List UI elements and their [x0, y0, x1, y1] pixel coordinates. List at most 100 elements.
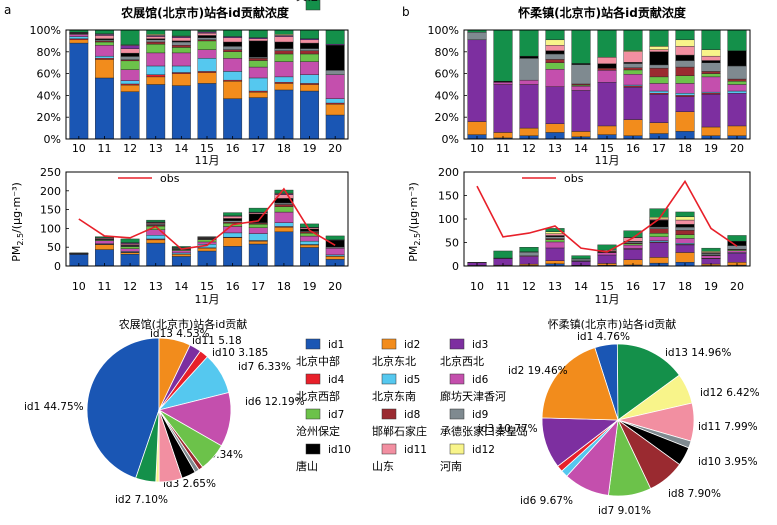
b_pie-label-id12: id12 6.42%	[700, 387, 760, 399]
a_mid-bar-id8	[274, 204, 294, 207]
a_top-bar-id11	[146, 36, 166, 39]
a_top-bar-id11	[248, 38, 268, 42]
a_top-bar-id10	[300, 42, 319, 49]
b_top-xtick-label: 12	[522, 142, 536, 155]
legend-region-id4: 北京西部	[296, 389, 340, 403]
b_top-bar-id2	[701, 126, 721, 136]
b_mid-bar-id8	[675, 230, 695, 235]
a_top-bar-id9	[300, 48, 319, 51]
b_mid-bar-id3	[649, 242, 669, 258]
b_top-bar-id12	[701, 49, 721, 57]
b_top-bar-id6	[493, 82, 513, 85]
b_mid-xtick-label: 13	[548, 280, 562, 293]
legend-code-id11: id11	[404, 444, 427, 456]
a_mid-bar-id13	[223, 212, 243, 217]
a_top-xtick-label: 13	[149, 142, 163, 155]
b_mid-bar-id9	[519, 251, 539, 257]
a_top-ytick-label: 20%	[37, 111, 61, 124]
a_mid-bar-id2	[248, 240, 268, 245]
a_mid-bar-id7	[248, 224, 268, 228]
b_top-bar-id8	[675, 66, 695, 76]
a_top-bar-id1	[146, 84, 166, 140]
a_mid-bar-id5	[248, 233, 268, 241]
b_top-bar-id9	[649, 64, 669, 69]
a_mid-bar-id2	[171, 254, 191, 257]
a_top-ytick-label: 80%	[37, 46, 61, 59]
a_mid-bar-id6	[95, 240, 114, 244]
b_top-xtick-label: 15	[600, 142, 614, 155]
a_pie-label-id10: id10 3.185	[212, 347, 268, 359]
legend-swatch-id2	[381, 338, 397, 350]
b_top-bar-id9	[623, 63, 643, 68]
a_top-bar-id7	[197, 40, 217, 50]
a_mid-bar-id2	[325, 256, 345, 260]
b_top-bar-id9	[675, 60, 695, 68]
b_mid-bar-id3	[675, 244, 695, 253]
a_top-ytick-label: 100%	[30, 24, 61, 37]
a_top-bar-id8	[248, 58, 268, 61]
a_top-xtick-label: 11	[97, 142, 111, 155]
b_top-xtick-label: 20	[730, 142, 744, 155]
b_pie-label-id8: id8 7.90%	[668, 488, 721, 500]
legend-code-id2: id2	[404, 339, 420, 351]
b_top-bar-id13	[623, 29, 643, 51]
a_mid-bar-id9	[274, 202, 294, 205]
b_top-bar-id2	[519, 127, 539, 136]
legend-region-id5: 北京东南	[372, 389, 416, 403]
b_mid-bar-id9	[649, 226, 669, 229]
b_mid-bar-id7	[675, 234, 695, 239]
b_mid-xtick-label: 14	[574, 280, 588, 293]
b_top-bar-id12	[675, 39, 695, 47]
chart-b-top: 怀柔镇(北京市)站各id贡献浓度 10 11 12 13 14 15 16 17 18 19 20 11…	[428, 5, 751, 167]
b_pie-label-id10: id10 3.95%	[698, 456, 758, 468]
a_top-bar-id1	[95, 77, 114, 140]
a_top-bar-id6	[274, 61, 294, 78]
legend-code-id13: id13	[328, 0, 351, 3]
b_top-bar-id13	[571, 29, 591, 64]
b_top-bar-id7	[623, 69, 643, 75]
legend-swatch-id11	[381, 443, 397, 455]
b_mid-xtick-label: 12	[522, 280, 536, 293]
b_mid-bar-id13	[701, 247, 721, 252]
a_mid-bar-id6	[274, 211, 294, 223]
b_top-bar-id7	[545, 62, 565, 70]
a_top-bar-id11	[197, 33, 217, 36]
a_mid-bar-id11	[223, 216, 243, 219]
a_mid-ytick-label: 0	[54, 260, 61, 273]
b_top-bar-id6	[519, 79, 539, 85]
b_pie-label-id2: id2 19.46%	[508, 365, 568, 377]
b_mid-bar-id3	[519, 256, 539, 265]
a_top-bar-id6	[171, 52, 191, 67]
a_top-bar-id2	[120, 84, 140, 92]
a_mid-bar-id13	[146, 219, 166, 223]
a_top-bar-id13	[95, 29, 114, 35]
a_pie-title: 农展馆(北京市)站各id贡献	[119, 317, 248, 331]
a_top-bar-id6	[197, 49, 217, 59]
a_pie-label-id2: id2 7.10%	[115, 494, 168, 506]
a_top-bar-id6	[120, 69, 140, 81]
a_top-bar-id6	[223, 58, 243, 72]
a_mid-xtick-label: 16	[226, 280, 240, 293]
b_top-bar-id6	[545, 69, 565, 87]
a_pie-slice-id13	[135, 409, 160, 483]
a_mid-bar-id2	[223, 237, 243, 247]
b_top-bar-id6	[701, 76, 721, 93]
a_top-xlabel: 11月	[195, 154, 220, 167]
b_mid-bar-id2	[675, 252, 695, 263]
b_mid-ytick-label: 100	[438, 213, 459, 226]
a_mid-bar-id6	[120, 248, 140, 252]
a_top-bar-id10	[274, 41, 294, 49]
a_mid-xtick-label: 19	[303, 280, 317, 293]
b_mid-ytick-label: 0	[452, 260, 459, 273]
a_top-bar-id5	[95, 55, 114, 59]
a_top-bar-id1	[69, 42, 89, 140]
a_top-bar-id2	[146, 76, 166, 85]
b_pie-label-id1: id1 4.76%	[577, 331, 630, 343]
b_top-bar-id9	[571, 64, 591, 85]
legend-code-id12: id12	[472, 444, 495, 456]
legend-swatch-id5	[381, 373, 397, 385]
a_top-bar-id2	[274, 83, 294, 91]
b_top-bar-id11	[545, 45, 565, 51]
b_top-bar-id10	[727, 50, 747, 67]
b_top-bar-id13	[597, 29, 617, 58]
